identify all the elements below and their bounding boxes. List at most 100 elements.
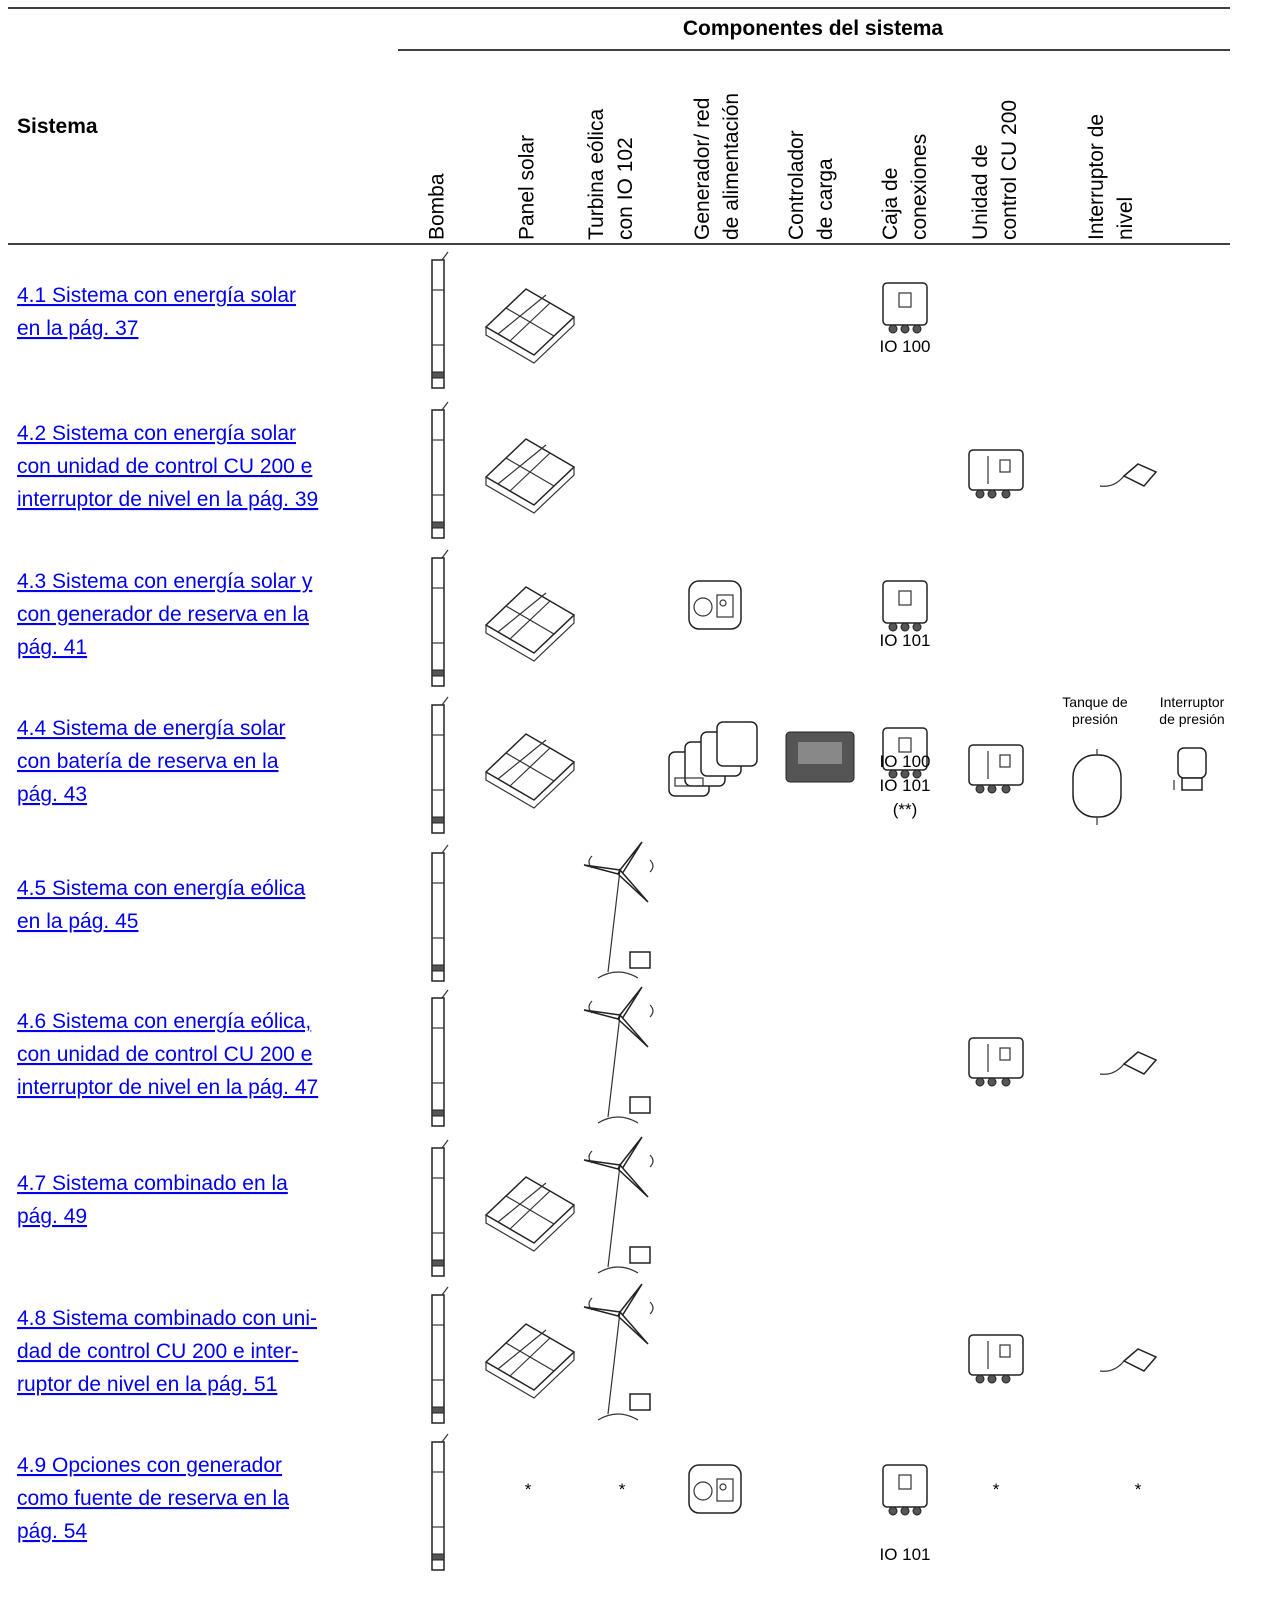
icon-part <box>975 489 985 499</box>
icon-part <box>583 1159 622 1170</box>
system-link[interactable]: en la pág. 45 <box>17 910 138 933</box>
system-link[interactable]: con unidad de control CU 200 e <box>17 455 312 478</box>
group-title: Componentes del sistema <box>683 17 944 40</box>
icon-part <box>898 292 912 308</box>
system-link[interactable]: pág. 54 <box>17 1520 87 1543</box>
column-header: Controlador <box>785 130 808 240</box>
icon-part <box>968 449 1024 491</box>
system-link[interactable]: en la pág. 37 <box>17 317 138 340</box>
icon-part <box>898 1474 912 1490</box>
icon-part <box>618 1013 649 1048</box>
component-icon <box>484 586 576 662</box>
icon-part <box>597 971 639 979</box>
icon-part <box>583 1306 622 1317</box>
icon-part <box>597 1413 639 1421</box>
component-icon <box>484 1323 576 1399</box>
component-label: * <box>993 1480 1000 1499</box>
system-link[interactable]: pág. 49 <box>17 1205 87 1228</box>
icon-part <box>497 1182 555 1230</box>
icon-part <box>431 1294 445 1424</box>
component-label: Interruptor <box>1160 694 1225 710</box>
icon-part <box>1001 1077 1011 1087</box>
icon-part <box>618 1310 649 1345</box>
column-header: Panel solar <box>516 135 539 240</box>
icon-part <box>431 704 445 834</box>
icon-part <box>798 742 842 764</box>
icon-part <box>1122 1348 1158 1372</box>
icon-part <box>1099 475 1125 487</box>
icon-part <box>1122 1051 1158 1075</box>
icon-part <box>900 769 910 779</box>
component-icon <box>882 580 928 632</box>
system-link[interactable]: 4.2 Sistema con energía solar <box>17 422 296 445</box>
system-link[interactable]: pág. 41 <box>17 636 87 659</box>
icon-part <box>619 841 643 876</box>
icon-part <box>987 784 997 794</box>
icon-part <box>975 1077 985 1087</box>
icon-part <box>485 1205 575 1252</box>
icon-part <box>431 521 445 529</box>
component-icon <box>484 438 576 514</box>
icon-part <box>583 1009 622 1020</box>
system-link[interactable]: con batería de reserva en la <box>17 750 279 773</box>
system-link[interactable]: interruptor de nivel en la pág. 39 <box>17 488 318 511</box>
icon-part <box>607 1311 621 1415</box>
system-link[interactable]: 4.8 Sistema combinado con uni- <box>17 1307 317 1330</box>
icon-part <box>693 597 713 617</box>
system-link[interactable]: 4.6 Sistema con energía eólica, <box>17 1010 311 1033</box>
system-link[interactable]: 4.1 Sistema con energía solar <box>17 284 296 307</box>
component-icon <box>484 288 576 364</box>
icon-part <box>1001 1374 1011 1384</box>
component-icon <box>968 744 1024 794</box>
icon-part <box>441 401 449 411</box>
system-link[interactable]: con generador de reserva en la <box>17 603 309 626</box>
component-icon <box>431 401 449 539</box>
icon-part <box>497 294 555 342</box>
icon-part <box>912 324 922 334</box>
icon-part <box>719 599 727 607</box>
component-icon <box>431 844 449 982</box>
icon-part <box>441 1286 449 1296</box>
icon-part <box>1177 747 1207 779</box>
system-link[interactable]: interruptor de nivel en la pág. 47 <box>17 1076 318 1099</box>
column-header: Caja de <box>879 168 902 240</box>
system-link[interactable]: ruptor de nivel en la pág. 51 <box>17 1373 277 1396</box>
component-icon <box>583 841 654 979</box>
column-header: Turbina eólica <box>585 109 608 240</box>
component-icon <box>968 449 1024 499</box>
icon-part <box>674 777 704 787</box>
icon-part <box>597 1266 639 1274</box>
system-link[interactable]: 4.3 Sistema con energía solar y <box>17 570 313 593</box>
component-icon <box>968 1334 1024 1384</box>
component-icon <box>583 1136 654 1274</box>
icon-part <box>607 1014 621 1118</box>
icon-part <box>898 590 912 606</box>
system-link[interactable]: pág. 43 <box>17 783 87 806</box>
component-icon <box>484 733 576 809</box>
column-header: Generador/ red <box>691 98 714 240</box>
component-icon <box>688 1464 742 1514</box>
icon-part <box>999 1344 1011 1358</box>
icon-part <box>485 615 575 662</box>
system-link[interactable]: dad de control CU 200 e inter- <box>17 1340 298 1363</box>
icon-part <box>497 1329 555 1377</box>
system-link[interactable]: 4.5 Sistema con energía eólica <box>17 877 306 900</box>
column-header: Interruptor de <box>1085 114 1108 240</box>
icon-part <box>1072 754 1122 818</box>
component-icon <box>1099 1051 1158 1075</box>
system-link[interactable]: 4.7 Sistema combinado en la <box>17 1172 288 1195</box>
system-link[interactable]: 4.9 Opciones con generador <box>17 1454 282 1477</box>
icon-part <box>888 324 898 334</box>
column-header: de carga <box>814 158 837 240</box>
icon-part <box>597 1116 639 1124</box>
system-link[interactable]: como fuente de reserva en la <box>17 1487 289 1510</box>
icon-part <box>1099 1063 1125 1075</box>
column-header: control CU 200 <box>998 100 1021 240</box>
icon-part <box>431 1259 445 1267</box>
icon-part <box>485 317 575 364</box>
component-icon <box>583 986 654 1124</box>
system-link[interactable]: 4.4 Sistema de energía solar <box>17 717 286 740</box>
system-link[interactable]: con unidad de control CU 200 e <box>17 1043 312 1066</box>
component-icon <box>1173 747 1207 791</box>
component-label: Tanque de <box>1062 694 1128 710</box>
